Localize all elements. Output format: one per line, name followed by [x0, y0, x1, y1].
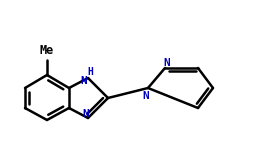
Text: Me: Me — [40, 43, 54, 56]
Text: N: N — [83, 109, 89, 119]
Text: N: N — [143, 91, 149, 101]
Text: N: N — [81, 76, 87, 86]
Text: N: N — [164, 58, 170, 68]
Text: H: H — [87, 67, 93, 77]
